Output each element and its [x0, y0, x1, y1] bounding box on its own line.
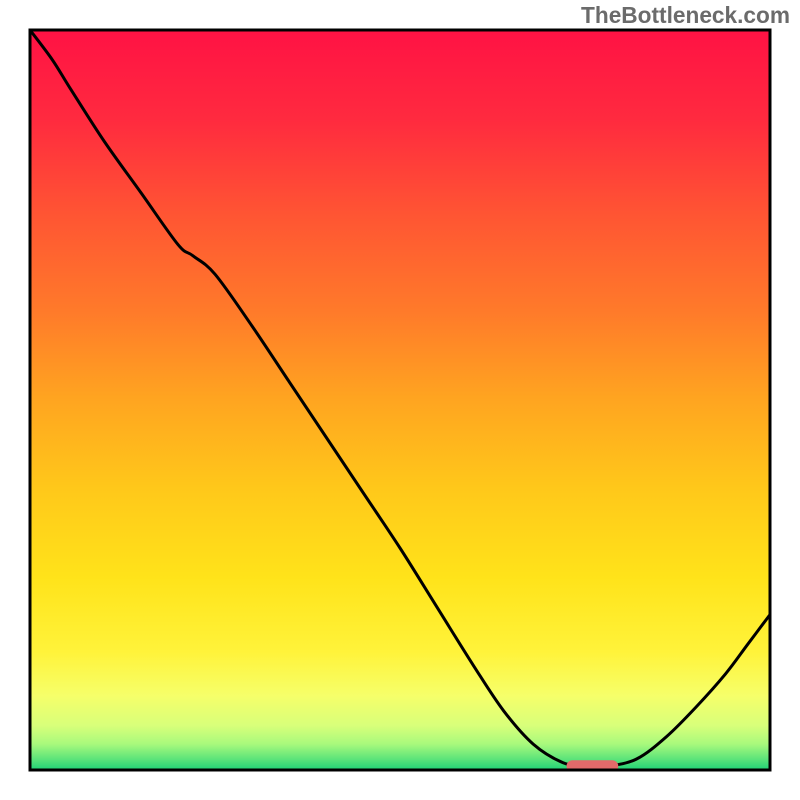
gradient-background — [30, 30, 770, 770]
chart-container: TheBottleneck.com — [0, 0, 800, 800]
bottleneck-chart — [0, 0, 800, 800]
attribution-label: TheBottleneck.com — [581, 2, 790, 29]
